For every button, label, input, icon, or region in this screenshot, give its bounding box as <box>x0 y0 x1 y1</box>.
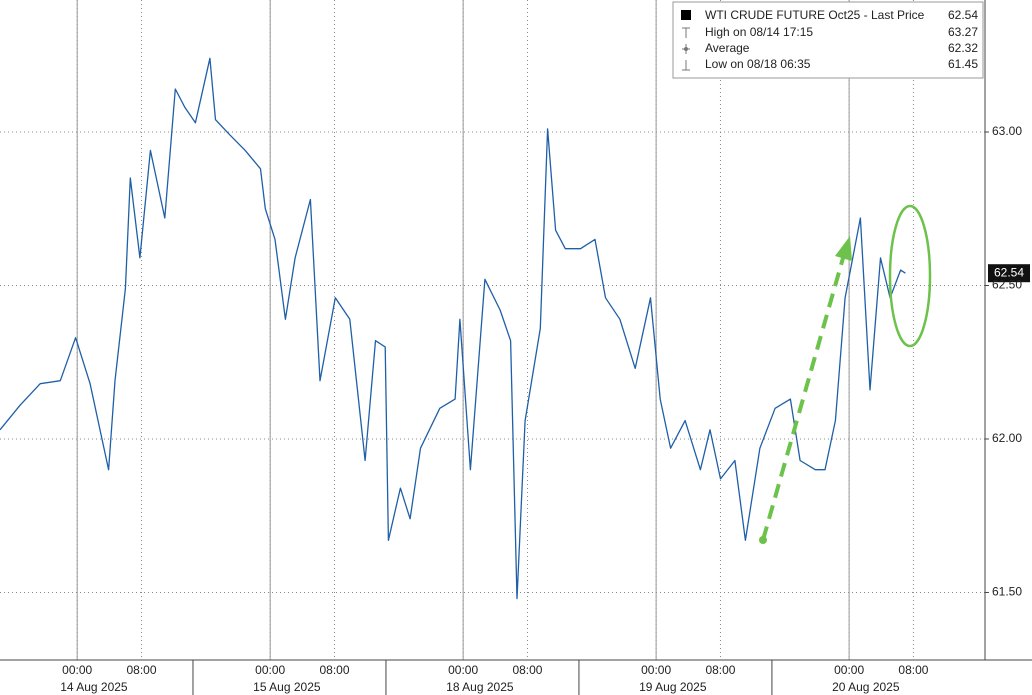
y-tick-label: 61.50 <box>992 585 1022 599</box>
legend-label: WTI CRUDE FUTURE Oct25 - Last Price <box>705 8 925 22</box>
x-tick-label: 00:00 <box>448 663 478 677</box>
legend-stat-value: 61.45 <box>948 57 978 71</box>
y-tick-label: 62.00 <box>992 431 1022 445</box>
grid <box>0 0 985 660</box>
legend-stat-value: 63.27 <box>948 25 978 39</box>
legend: WTI CRUDE FUTURE Oct25 - Last Price 62.5… <box>672 1 984 79</box>
legend-stat-value: 62.32 <box>948 41 978 55</box>
x-tick-label: 00:00 <box>641 663 671 677</box>
x-tick-label: 08:00 <box>319 663 349 677</box>
plot <box>0 57 906 600</box>
x-tick-label: 08:00 <box>898 663 928 677</box>
x-tick-label: 00:00 <box>834 663 864 677</box>
y-tick-label: 63.00 <box>992 124 1022 138</box>
x-tick-label: 00:00 <box>62 663 92 677</box>
x-date-label: 20 Aug 2025 <box>832 680 900 694</box>
x-tick-label: 08:00 <box>705 663 735 677</box>
x-tick-label: 00:00 <box>255 663 285 677</box>
price-line <box>0 57 906 600</box>
x-date-label: 19 Aug 2025 <box>639 680 707 694</box>
price-tag: 62.54 <box>988 264 1030 283</box>
price-tag-label: 62.54 <box>994 265 1024 279</box>
annotation-arrow <box>759 236 852 544</box>
annotation-ellipse <box>888 204 932 348</box>
x-date-label: 14 Aug 2025 <box>60 680 128 694</box>
x-tick-label: 08:00 <box>512 663 542 677</box>
legend-stats: High on 08/14 17:15 63.27 Average 62.32 Low … <box>705 25 978 71</box>
legend-value: 62.54 <box>948 8 978 22</box>
x-tick-label: 08:00 <box>127 663 157 677</box>
y-tick-label: 62.50 <box>992 278 1022 292</box>
legend-stat-label: Low on 08/18 06:35 <box>705 57 811 71</box>
legend-stat-label: High on 08/14 17:15 <box>705 25 813 39</box>
x-date-label: 18 Aug 2025 <box>446 680 514 694</box>
x-date-label: 15 Aug 2025 <box>253 680 321 694</box>
legend-stat-label: Average <box>705 41 750 55</box>
